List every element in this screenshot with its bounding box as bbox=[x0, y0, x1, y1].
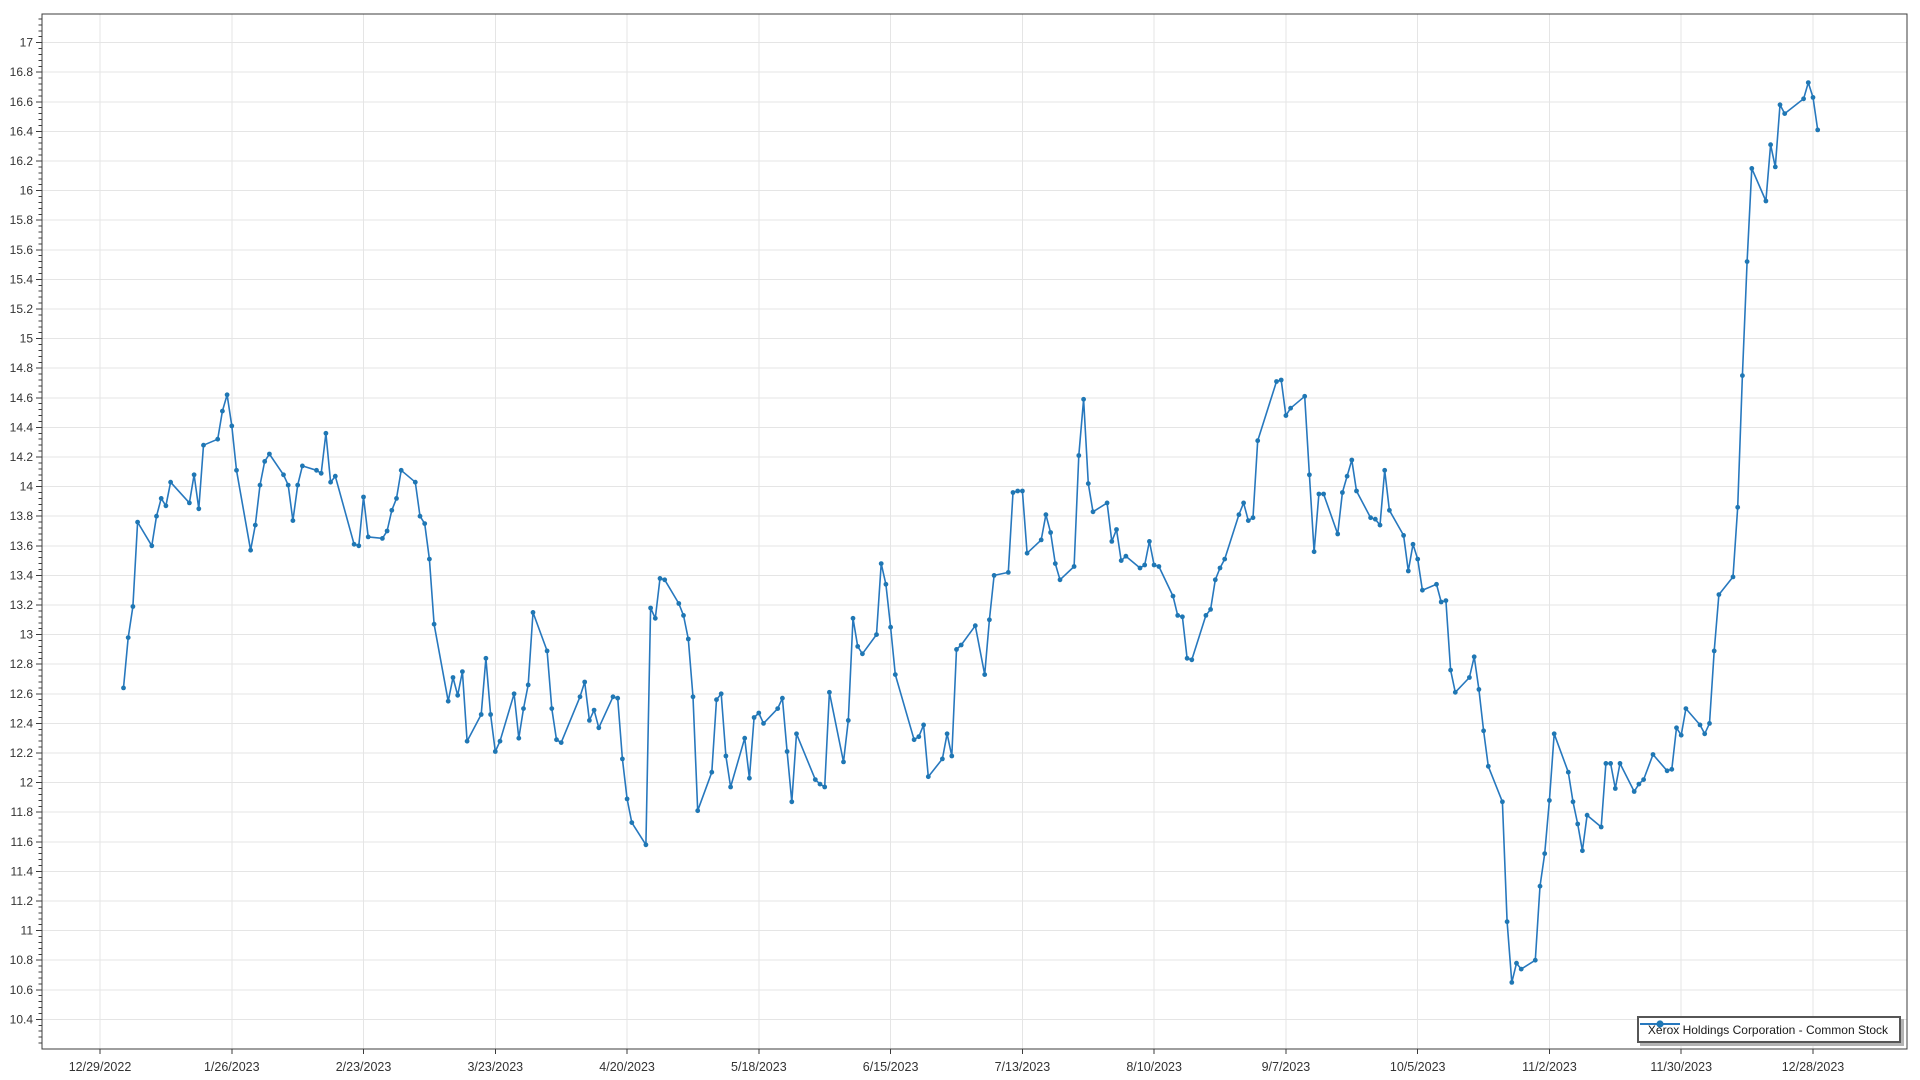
svg-text:12.4: 12.4 bbox=[10, 716, 34, 730]
svg-text:1/26/2023: 1/26/2023 bbox=[204, 1060, 260, 1074]
svg-text:15.2: 15.2 bbox=[10, 302, 34, 316]
svg-text:2/23/2023: 2/23/2023 bbox=[336, 1060, 392, 1074]
svg-text:16: 16 bbox=[20, 184, 34, 198]
svg-text:12.8: 12.8 bbox=[10, 657, 34, 671]
svg-text:15.6: 15.6 bbox=[10, 243, 34, 257]
svg-text:3/23/2023: 3/23/2023 bbox=[467, 1060, 523, 1074]
svg-text:14.8: 14.8 bbox=[10, 361, 34, 375]
svg-text:16.8: 16.8 bbox=[10, 65, 34, 79]
svg-text:13.2: 13.2 bbox=[10, 598, 34, 612]
svg-text:12.6: 12.6 bbox=[10, 687, 34, 701]
svg-text:12/28/2023: 12/28/2023 bbox=[1782, 1060, 1845, 1074]
svg-text:13: 13 bbox=[20, 628, 34, 642]
svg-text:14.6: 14.6 bbox=[10, 391, 34, 405]
svg-text:12: 12 bbox=[20, 776, 34, 790]
legend-series-label: Xerox Holdings Corporation - Common Stoc… bbox=[1647, 1022, 1888, 1037]
svg-text:11.2: 11.2 bbox=[11, 894, 34, 908]
svg-text:6/15/2023: 6/15/2023 bbox=[863, 1060, 919, 1074]
svg-text:10.4: 10.4 bbox=[10, 1012, 34, 1026]
svg-text:17: 17 bbox=[20, 36, 34, 50]
svg-text:7/13/2023: 7/13/2023 bbox=[995, 1060, 1051, 1074]
svg-text:11: 11 bbox=[21, 924, 34, 938]
svg-text:13.4: 13.4 bbox=[10, 568, 34, 582]
svg-text:11/2/2023: 11/2/2023 bbox=[1522, 1060, 1577, 1074]
svg-text:11.6: 11.6 bbox=[11, 835, 34, 849]
svg-text:4/20/2023: 4/20/2023 bbox=[599, 1060, 655, 1074]
legend-series-marker-icon bbox=[1639, 1020, 1680, 1028]
svg-text:9/7/2023: 9/7/2023 bbox=[1262, 1060, 1311, 1074]
svg-text:10/5/2023: 10/5/2023 bbox=[1390, 1060, 1446, 1074]
svg-text:10.6: 10.6 bbox=[10, 983, 34, 997]
svg-text:10.8: 10.8 bbox=[10, 953, 34, 967]
svg-text:14: 14 bbox=[20, 480, 34, 494]
svg-text:14.2: 14.2 bbox=[10, 450, 34, 464]
svg-text:11.8: 11.8 bbox=[11, 805, 34, 819]
svg-text:15: 15 bbox=[20, 332, 34, 346]
svg-text:16.4: 16.4 bbox=[10, 124, 34, 138]
svg-text:15.8: 15.8 bbox=[10, 213, 34, 227]
legend[interactable]: Xerox Holdings Corporation - Common Stoc… bbox=[1636, 1016, 1901, 1043]
svg-text:5/18/2023: 5/18/2023 bbox=[731, 1060, 787, 1074]
svg-text:12/29/2022: 12/29/2022 bbox=[69, 1060, 132, 1074]
svg-text:16.6: 16.6 bbox=[10, 95, 34, 109]
svg-text:11/30/2023: 11/30/2023 bbox=[1650, 1060, 1712, 1074]
svg-text:13.6: 13.6 bbox=[10, 539, 34, 553]
svg-text:8/10/2023: 8/10/2023 bbox=[1126, 1060, 1182, 1074]
svg-text:16.2: 16.2 bbox=[10, 154, 34, 168]
svg-text:11.4: 11.4 bbox=[11, 864, 34, 878]
svg-text:12.2: 12.2 bbox=[10, 746, 34, 760]
svg-text:15.4: 15.4 bbox=[10, 272, 34, 286]
svg-text:13.8: 13.8 bbox=[10, 509, 34, 523]
svg-text:14.4: 14.4 bbox=[10, 420, 34, 434]
